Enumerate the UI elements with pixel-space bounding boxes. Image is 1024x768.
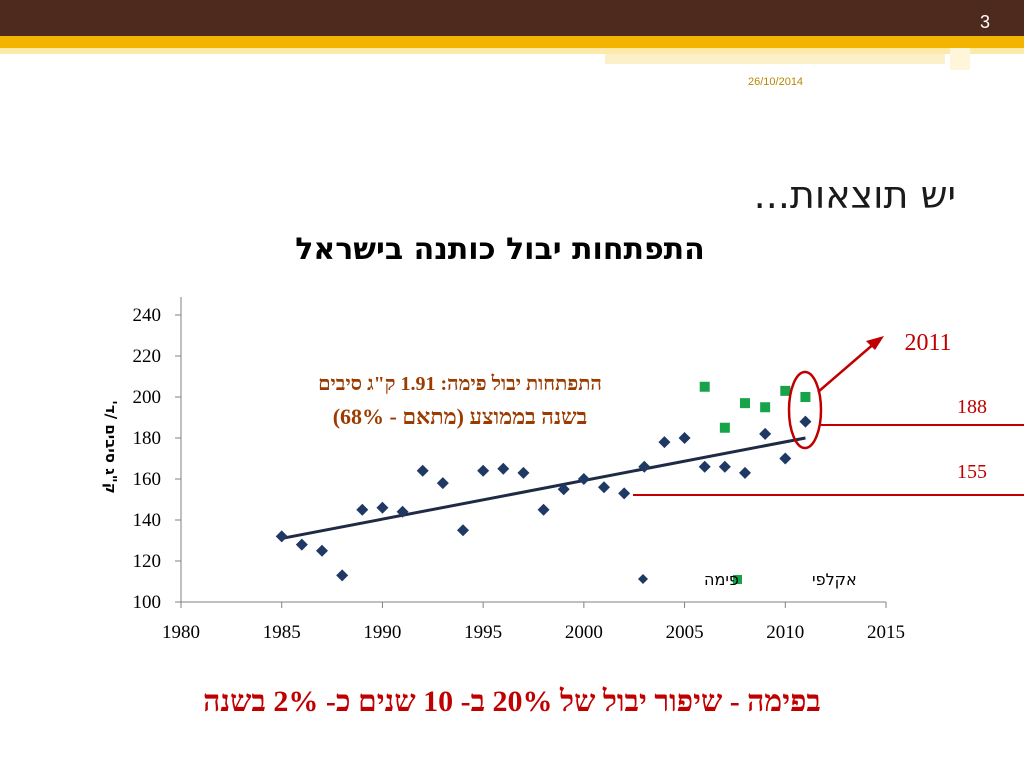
legend-acala-label: אקלפי [812,570,857,589]
y-tick-label: 100 [133,592,162,613]
slide-title: יש תוצאות... [753,173,956,217]
pima-data-point [275,530,288,543]
x-tick-label: 1995 [464,622,502,643]
legend-acala-marker [733,575,742,584]
legend-pima-label: פימה [704,570,739,589]
pima-data-point [457,524,469,537]
header-accent-bar [0,36,1024,48]
x-tick-label: 2000 [565,622,603,643]
annotations: התפתחות יבול פימה: 1.91 ק"ג סיבים בשנה ב… [318,330,1024,496]
header-bar [0,0,1024,36]
trendline [281,436,806,540]
highlight-ellipse [787,370,823,450]
pima-data-point [759,427,772,440]
pima-data-point [477,464,490,477]
pima-data-point [537,503,550,516]
y-tick-label: 180 [133,428,162,449]
slide-date: 26/10/2014 [748,76,804,88]
acala-data-point [699,381,710,392]
pima-data-point [436,477,449,490]
acala-data-point [760,402,771,413]
x-tick-label: 1985 [263,622,301,643]
trendline-group [281,436,806,540]
x-tick-label: 2010 [766,622,804,643]
y-tick-label: 120 [133,551,162,572]
pima-data-point [396,505,409,518]
x-tick-label: 1980 [162,622,200,643]
arrowhead-icon [866,336,884,350]
x-tick-label: 1990 [363,622,401,643]
acala-data-point [740,398,750,409]
y-tick-label: 240 [133,305,162,326]
x-tick-label: 2005 [666,622,704,643]
pima-data-point [416,464,429,477]
pima-data-point [376,501,389,514]
trend-annotation-line1: התפתחות יבול פימה: 1.91 ק"ג סיבים [318,373,602,395]
chart-legend: אקלפי פימה [638,570,857,589]
header-pale-band [0,48,1024,54]
pima-data-point [638,460,651,473]
header-pale-band-2 [605,54,945,64]
chart-title: התפתחות יבול כותנה בישראל [295,232,705,267]
legend-pima-marker [638,574,648,584]
pima-data-point [598,481,610,494]
axis-ticks: 1980 1985 1990 1995 2000 2005 2010 2015 100 120 14… [133,305,906,643]
highlight-year-label: 2011 [904,330,951,356]
highlight-arrow [817,341,877,393]
trend-annotation-line2: בשנה בממוצע (מתאם - 68%) [333,404,588,429]
pima-data-point [517,466,530,479]
acala-data-point [800,392,811,402]
pima-data-point [618,487,631,500]
pima-data-point [678,432,691,444]
data-points [275,381,812,582]
pima-data-point [577,473,590,485]
header-pale-band-3 [950,48,970,70]
chart-axes [180,297,886,603]
y-tick-label: 200 [133,387,162,408]
acala-data-point [780,385,791,396]
pima-data-point [557,483,570,496]
page-number: 3 [979,12,990,32]
x-tick-label: 2015 [867,622,905,643]
pima-data-point [497,462,510,475]
pima-data-point [295,538,308,551]
y-tick-label: 140 [133,510,162,531]
conclusion-text: בפימה - שיפור יבול של 20% ב- 10 שנים כ- … [203,685,821,718]
pima-data-point [336,569,349,582]
y-tick-label: 160 [133,469,162,490]
pima-data-point [316,544,328,557]
value-high-label: 188 [957,396,987,418]
pima-data-point [658,436,671,449]
y-tick-label: 220 [133,346,162,367]
pima-data-point [698,460,711,473]
pima-data-point [356,503,369,516]
value-low-label: 155 [957,461,987,483]
pima-data-point [718,460,731,473]
y-axis-label: ק"ג סיבים /ד' [102,400,120,494]
pima-data-point [739,466,751,479]
acala-data-point [719,422,730,433]
pima-data-point [779,452,792,465]
pima-data-point [799,415,812,428]
